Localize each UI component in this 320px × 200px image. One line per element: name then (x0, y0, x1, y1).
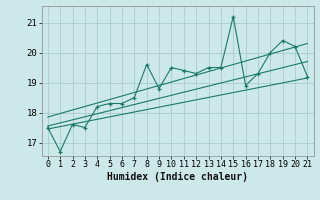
X-axis label: Humidex (Indice chaleur): Humidex (Indice chaleur) (107, 172, 248, 182)
